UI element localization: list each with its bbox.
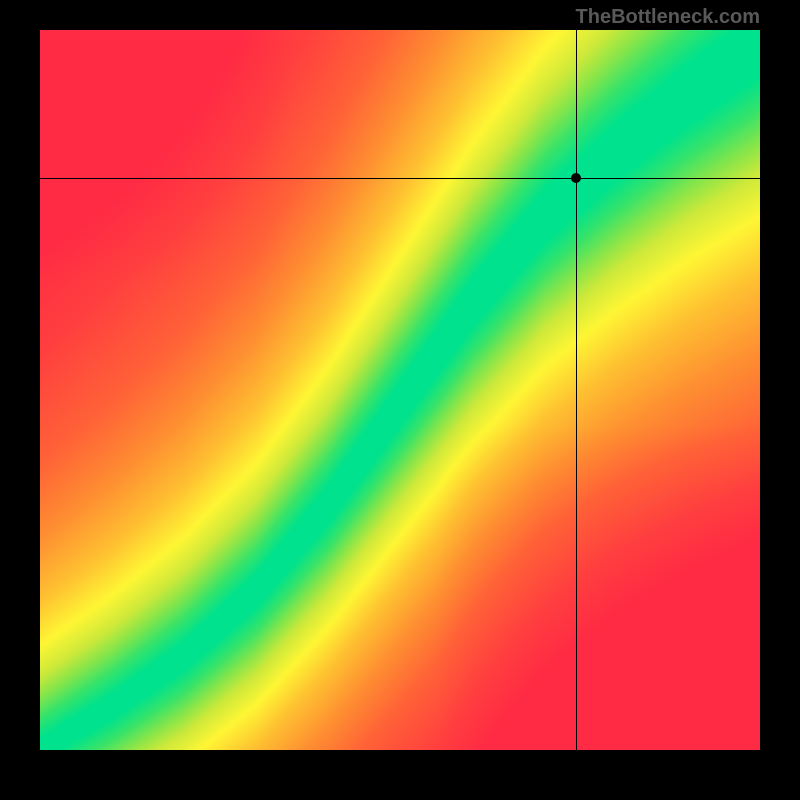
heatmap-canvas	[40, 30, 760, 750]
crosshair-marker	[571, 173, 581, 183]
heatmap-plot	[40, 30, 760, 750]
crosshair-vertical	[576, 30, 577, 750]
watermark-text: TheBottleneck.com	[576, 6, 760, 29]
crosshair-horizontal	[40, 178, 760, 179]
